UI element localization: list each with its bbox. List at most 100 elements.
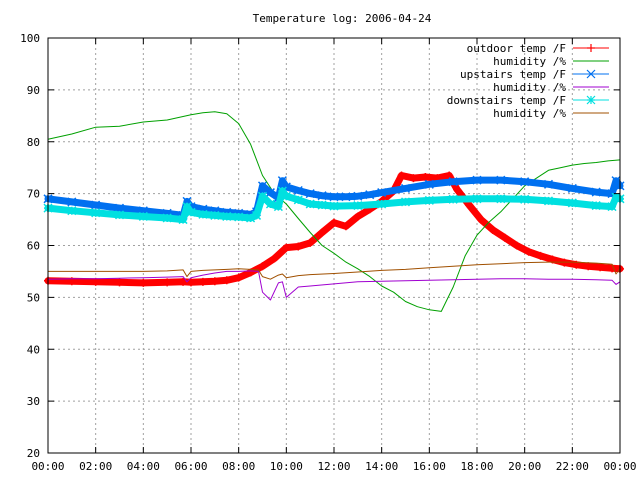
data-point — [611, 192, 621, 202]
legend-label: downstairs temp /F — [447, 94, 566, 107]
data-point — [448, 177, 458, 187]
data-point — [273, 202, 283, 212]
data-point — [258, 262, 267, 271]
axis-ticks: 00:00 02:00 04:00 06:00 08:00 10:00 12:00 14:00… — [20, 32, 636, 473]
y-tick-label: 20 — [27, 447, 40, 460]
x-tick-label: 14:00 — [365, 460, 398, 473]
data-point — [591, 187, 601, 197]
legend-marker — [586, 95, 596, 105]
series-2 — [47, 111, 621, 312]
data-point — [115, 278, 124, 287]
series-line — [47, 270, 621, 301]
data-point — [257, 181, 268, 191]
data-point — [67, 197, 77, 207]
data-point — [596, 263, 605, 272]
data-point — [179, 277, 188, 286]
series-4 — [47, 270, 621, 301]
data-point — [543, 179, 554, 189]
data-point — [305, 199, 315, 209]
x-tick-label: 04:00 — [127, 460, 160, 473]
data-point — [67, 206, 77, 216]
legend-label: humidity /% — [493, 81, 566, 94]
data-point — [293, 185, 303, 196]
series-6 — [47, 261, 621, 280]
legend-label: humidity /% — [493, 107, 566, 120]
data-point — [163, 278, 172, 287]
data-point — [318, 228, 327, 237]
x-tick-label: 20:00 — [508, 460, 541, 473]
data-point — [187, 278, 195, 287]
y-tick-label: 70 — [27, 188, 40, 201]
legend-marker — [587, 44, 595, 52]
data-point — [182, 202, 192, 212]
data-point — [277, 176, 287, 186]
x-tick-label: 12:00 — [317, 460, 350, 473]
data-point — [584, 262, 593, 271]
data-point — [265, 199, 275, 209]
x-tick-label: 00:00 — [31, 460, 64, 473]
data-point — [257, 191, 268, 201]
data-point — [424, 179, 434, 189]
data-point — [282, 243, 291, 252]
data-point — [524, 247, 533, 256]
data-point — [198, 209, 208, 219]
data-point — [114, 210, 125, 220]
data-point — [397, 171, 406, 180]
data-point — [377, 199, 387, 209]
series-line — [47, 261, 621, 280]
legend-label: humidity /% — [493, 55, 566, 68]
data-point — [281, 191, 291, 201]
data-point — [520, 194, 530, 204]
data-point — [476, 215, 485, 224]
data-point — [138, 211, 148, 221]
x-tick-label: 02:00 — [79, 460, 112, 473]
y-tick-label: 40 — [27, 343, 40, 356]
data-point — [365, 190, 375, 200]
data-point — [222, 211, 232, 221]
data-point — [305, 189, 315, 199]
y-tick-label: 30 — [27, 395, 40, 408]
data-point — [222, 276, 231, 285]
data-point — [139, 278, 148, 287]
data-point — [234, 273, 243, 282]
data-point — [234, 212, 244, 222]
data-point — [293, 195, 303, 205]
data-point — [341, 192, 351, 202]
data-point — [353, 201, 363, 211]
data-point — [536, 251, 545, 260]
data-point — [448, 194, 458, 204]
legend-label: upstairs temp /F — [460, 68, 566, 81]
x-tick-label: 08:00 — [222, 460, 255, 473]
data-point — [265, 188, 275, 198]
data-point — [317, 191, 327, 201]
data-point — [162, 213, 172, 223]
data-point — [607, 202, 617, 212]
data-point — [329, 192, 339, 202]
data-point — [567, 183, 577, 193]
data-point — [210, 277, 219, 286]
legend-marker — [586, 69, 596, 79]
data-point — [611, 176, 621, 186]
data-point — [252, 210, 262, 220]
data-point — [400, 197, 411, 207]
grid — [48, 38, 620, 453]
y-tick-label: 100 — [20, 32, 40, 45]
data-point — [424, 195, 434, 205]
data-point — [400, 183, 411, 193]
data-point — [91, 200, 101, 210]
x-tick-label: 00:00 — [603, 460, 636, 473]
data-point — [512, 241, 521, 250]
data-point — [543, 196, 554, 206]
data-point — [591, 201, 601, 211]
data-point — [317, 200, 327, 210]
series-5 — [43, 186, 625, 225]
data-point — [472, 175, 482, 185]
data-point — [91, 208, 101, 218]
data-point — [496, 175, 506, 185]
data-point — [270, 254, 279, 263]
data-point — [198, 277, 207, 286]
y-tick-label: 90 — [27, 84, 40, 97]
data-point — [246, 213, 256, 223]
